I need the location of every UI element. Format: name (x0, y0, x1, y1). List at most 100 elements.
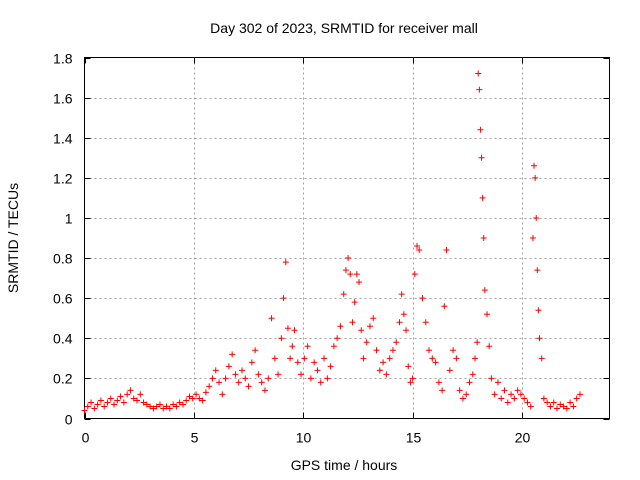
data-point (409, 375, 416, 382)
data-point (284, 325, 291, 332)
data-point (476, 86, 483, 93)
data-point (411, 271, 418, 278)
data-point (416, 247, 423, 254)
data-point (498, 395, 505, 402)
data-point (84, 403, 91, 410)
data-point (134, 397, 140, 404)
data-point (373, 347, 380, 354)
data-point (176, 399, 183, 406)
data-point (307, 375, 314, 382)
data-point (435, 379, 442, 386)
data-point (501, 387, 508, 394)
data-point (97, 397, 104, 404)
data-point (474, 339, 481, 346)
y-tick-label: 1.2 (53, 171, 73, 187)
data-point (166, 405, 173, 412)
data-point (389, 347, 396, 354)
data-point (363, 339, 370, 346)
data-point (199, 397, 206, 404)
data-point (330, 343, 337, 350)
y-tick-label: 0.8 (53, 251, 73, 267)
data-point (471, 355, 478, 362)
data-point (383, 371, 390, 378)
data-point (153, 403, 160, 410)
data-point (186, 393, 193, 400)
data-point (469, 371, 476, 378)
data-point (321, 355, 328, 362)
data-point (353, 271, 360, 278)
data-point (459, 395, 466, 402)
data-point (573, 395, 580, 402)
data-point (88, 399, 95, 406)
data-point (534, 267, 541, 274)
data-point (287, 355, 294, 362)
data-point (173, 403, 180, 410)
y-tick-label: 1 (65, 211, 73, 227)
data-point (345, 255, 352, 262)
data-point (533, 214, 540, 221)
y-tick-label: 0.6 (53, 291, 73, 307)
data-point (311, 359, 318, 366)
data-point (255, 371, 262, 378)
data-point (206, 383, 213, 390)
data-point (393, 339, 400, 346)
data-point (265, 375, 272, 382)
data-point (202, 389, 209, 396)
data-point (196, 395, 203, 402)
data-point (532, 174, 539, 181)
data-point (475, 70, 482, 77)
axis-ticks (84, 57, 610, 420)
data-point (120, 399, 127, 406)
data-point (222, 375, 229, 382)
data-point (275, 371, 282, 378)
x-tick-label: 20 (515, 430, 531, 446)
data-point (407, 379, 414, 386)
data-point (245, 383, 252, 390)
data-point (219, 391, 226, 398)
data-point (550, 399, 557, 406)
x-tick-label: 5 (191, 430, 199, 446)
data-point (527, 403, 534, 410)
data-point (504, 399, 511, 406)
x-tick-label: 15 (406, 430, 422, 446)
data-point (104, 399, 111, 406)
data-point (342, 267, 349, 274)
data-point (419, 295, 426, 302)
data-point (337, 323, 344, 330)
data-point (278, 335, 285, 342)
data-point (111, 401, 118, 408)
data-point (314, 367, 321, 374)
data-point (268, 315, 275, 322)
data-point (117, 393, 124, 400)
data-point (351, 299, 358, 306)
data-point (491, 391, 498, 398)
x-axis-title: GPS time / hours (291, 457, 398, 473)
data-point (536, 335, 543, 342)
data-point (235, 379, 242, 386)
chart-title: Day 302 of 2023, SRMTID for receiver mal… (210, 20, 478, 36)
data-point (450, 347, 457, 354)
data-point (529, 235, 536, 241)
data-point (160, 405, 167, 412)
data-point (439, 387, 446, 394)
data-point (261, 387, 268, 394)
y-axis-title: SRMTID / TECUs (5, 183, 21, 293)
data-point (324, 375, 331, 382)
data-point (137, 391, 144, 398)
data-point (567, 399, 574, 406)
data-point (304, 343, 311, 350)
data-point (443, 247, 450, 254)
data-point (422, 319, 429, 326)
data-point (396, 319, 403, 326)
data-point (347, 271, 354, 278)
data-point (544, 399, 551, 406)
data-point (535, 307, 542, 314)
data-point (517, 391, 524, 398)
data-point (340, 291, 347, 298)
y-tick-label: 0 (65, 412, 73, 428)
data-point (429, 355, 436, 362)
data-point (456, 387, 463, 394)
y-tick-labels: 0 0.2 0.4 0.6 0.8 1 1.2 1.4 1.6 1.8 (53, 51, 73, 428)
data-point (488, 375, 495, 382)
